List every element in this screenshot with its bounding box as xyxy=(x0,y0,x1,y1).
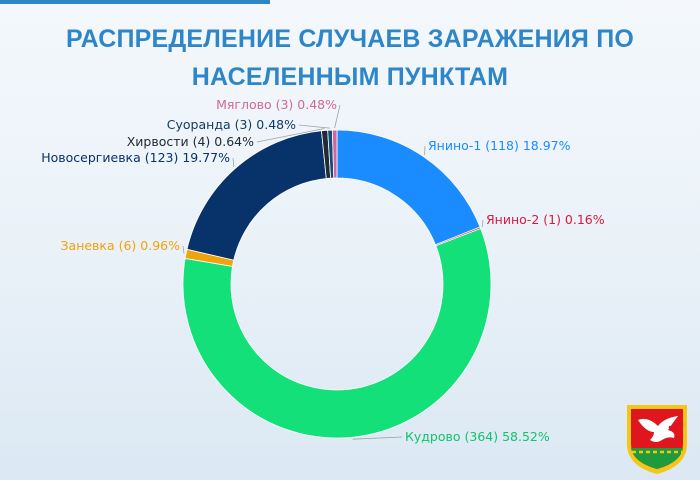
label-leader-lines xyxy=(182,104,484,440)
slice-label-4: Заневка (6) 0.96% xyxy=(61,238,181,253)
leader-line-7 xyxy=(298,124,330,129)
slice-label-5: Новосергиевка (123) 19.77% xyxy=(41,150,230,165)
leader-line-5 xyxy=(232,157,235,167)
donut-slice-8 xyxy=(331,129,338,179)
donut-slice-3 xyxy=(182,227,492,439)
leader-line-8 xyxy=(334,104,341,129)
coat-of-arms-icon xyxy=(627,405,687,474)
chart-title-line-1: РАСПРЕДЕЛЕНИЕ СЛУЧАЕВ ЗАРАЖЕНИЯ ПО xyxy=(65,25,635,53)
leader-line-3 xyxy=(352,436,403,440)
leader-line-2 xyxy=(481,219,484,228)
slice-label-7: Суоранда (3) 0.48% xyxy=(167,117,296,132)
donut-slices xyxy=(182,129,492,439)
leader-line-6 xyxy=(256,128,325,143)
slice-label-6: Хирвости (4) 0.64% xyxy=(127,134,254,149)
chart-title: РАСПРЕДЕЛЕНИЕ СЛУЧАЕВ ЗАРАЖЕНИЯ ПО НАСЕЛ… xyxy=(0,20,700,96)
chart-title-line-2: НАСЕЛЕННЫМ ПУНКТАМ xyxy=(191,63,509,91)
top-accent-line xyxy=(0,0,270,4)
slice-label-3: Кудрово (364) 58.52% xyxy=(405,429,550,444)
slice-labels: Янино-1 (118) 18.97% Янино-2 (1) 0.16% Куд… xyxy=(41,97,605,444)
slice-label-1: Янино-1 (118) 18.97% xyxy=(428,138,571,153)
slice-label-8: Мяглово (3) 0.48% xyxy=(216,97,337,112)
leader-line-4 xyxy=(182,245,185,254)
slice-label-2: Янино-2 (1) 0.16% xyxy=(486,212,605,227)
